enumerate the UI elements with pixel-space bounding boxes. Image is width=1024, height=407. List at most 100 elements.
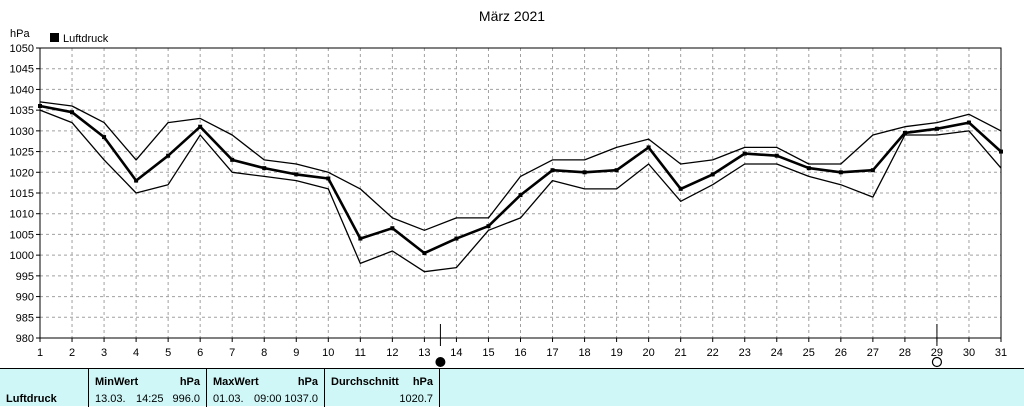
x-tick-label: 20: [643, 347, 655, 359]
mean-point: [646, 145, 651, 150]
x-tick-label: 14: [450, 347, 462, 359]
x-axis-ticks: 1 2 3 4 5 6 7 8 9 10 11 12 13 14 15 16 17 18 19 20 21 22 23 24 2…: [37, 338, 1007, 359]
summary-footer: Luftdruck MinWert hPa 13.03. 14:25 996.0…: [0, 368, 1024, 407]
series-line-max: [39, 101, 1002, 231]
mean-point: [294, 172, 299, 177]
x-tick-label: 2: [69, 347, 75, 359]
mean-point: [710, 172, 715, 177]
series-line-min: [39, 109, 1002, 273]
y-tick-label: 990: [16, 292, 34, 304]
avg-unit: hPa: [412, 376, 433, 388]
footer-max-cell: MaxWert hPa 01.03. 09:00 1037.0: [206, 369, 324, 407]
max-time: 09:00: [254, 393, 282, 405]
x-tick-label: 23: [739, 347, 751, 359]
y-tick-label: 1020: [10, 167, 34, 179]
y-tick-label: 1000: [10, 250, 34, 262]
y-tick-label: 1045: [10, 64, 34, 76]
plot-frame: [39, 47, 1002, 339]
mean-point: [454, 236, 459, 241]
y-tick-label: 1005: [10, 229, 34, 241]
mean-point: [518, 193, 523, 198]
max-unit: hPa: [297, 376, 318, 388]
x-tick-label: 3: [101, 347, 107, 359]
mean-point: [230, 157, 235, 162]
mean-point: [326, 176, 331, 181]
mean-point: [614, 168, 619, 173]
x-tick-label: 22: [707, 347, 719, 359]
mean-point: [390, 226, 395, 231]
x-tick-label: 19: [610, 347, 622, 359]
y-tick-label: 995: [16, 271, 34, 283]
x-tick-label: 27: [867, 347, 879, 359]
x-tick-label: 21: [675, 347, 687, 359]
mean-point: [486, 224, 491, 229]
min-header: MinWert: [95, 376, 139, 388]
mean-point: [934, 126, 939, 131]
x-tick-label: 8: [261, 347, 267, 359]
legend-label: Luftdruck: [63, 33, 109, 45]
max-value: 1037.0: [284, 393, 318, 405]
x-tick-label: 29: [931, 347, 943, 359]
y-axis-unit-label: hPa: [10, 28, 30, 40]
pressure-chart: März 2021 hPa Luftdruck 980 985 990 995 1000…: [10, 8, 1007, 368]
x-tick-label: 28: [899, 347, 911, 359]
series-lines: [38, 101, 1003, 273]
footer-station-cell: Luftdruck: [0, 369, 88, 407]
x-tick-label: 15: [482, 347, 494, 359]
mean-point: [70, 110, 75, 115]
x-tick-label: 24: [771, 347, 783, 359]
mean-point: [806, 166, 811, 171]
min-value: 996.0: [172, 393, 200, 405]
footer-min-cell: MinWert hPa 13.03. 14:25 996.0: [88, 369, 206, 407]
min-date: 13.03.: [95, 393, 126, 405]
mean-point: [774, 153, 779, 158]
x-tick-label: 12: [386, 347, 398, 359]
avg-header: Durchschnitt: [331, 376, 399, 388]
y-tick-label: 980: [16, 333, 34, 345]
min-unit: hPa: [179, 376, 200, 388]
new-moon-icon: [435, 357, 446, 367]
max-header: MaxWert: [213, 376, 259, 388]
x-tick-label: 1: [37, 347, 43, 359]
mean-point: [422, 251, 427, 256]
y-tick-label: 1050: [10, 43, 34, 55]
mean-point: [966, 120, 971, 125]
mean-point: [902, 130, 907, 135]
mean-point: [582, 170, 587, 175]
mean-point: [838, 170, 843, 175]
x-tick-label: 17: [546, 347, 558, 359]
x-tick-label: 18: [578, 347, 590, 359]
max-date: 01.03.: [213, 393, 244, 405]
mean-point: [870, 168, 875, 173]
y-tick-label: 1030: [10, 126, 34, 138]
y-axis-ticks: 980 985 990 995 1000 1005 1010 1015 1020 1025 1030…: [10, 43, 40, 345]
x-tick-label: 4: [133, 347, 139, 359]
mean-point: [742, 151, 747, 156]
x-tick-label: 31: [995, 347, 1007, 359]
x-tick-label: 13: [418, 347, 430, 359]
legend-swatch: [50, 33, 59, 42]
y-tick-label: 1040: [10, 84, 34, 96]
x-tick-label: 6: [197, 347, 203, 359]
y-tick-label: 985: [16, 312, 34, 324]
y-tick-label: 1025: [10, 147, 34, 159]
avg-value: 1020.7: [399, 393, 433, 405]
x-tick-label: 9: [293, 347, 299, 359]
mean-point: [999, 149, 1003, 154]
x-tick-label: 30: [963, 347, 975, 359]
mean-point: [262, 166, 267, 171]
min-time: 14:25: [136, 393, 164, 405]
mean-point: [198, 124, 203, 129]
mean-point: [678, 186, 683, 191]
mean-point: [38, 104, 42, 108]
x-tick-label: 26: [835, 347, 847, 359]
x-tick-label: 10: [322, 347, 334, 359]
chart-title: März 2021: [479, 8, 545, 24]
x-tick-label: 7: [229, 347, 235, 359]
footer-avg-cell: Durchschnitt hPa 1020.7: [324, 369, 440, 407]
grid: [40, 48, 1001, 338]
y-tick-label: 1015: [10, 188, 34, 200]
moon-phase-markers: [435, 324, 943, 368]
mean-point: [134, 178, 139, 183]
x-tick-label: 16: [514, 347, 526, 359]
